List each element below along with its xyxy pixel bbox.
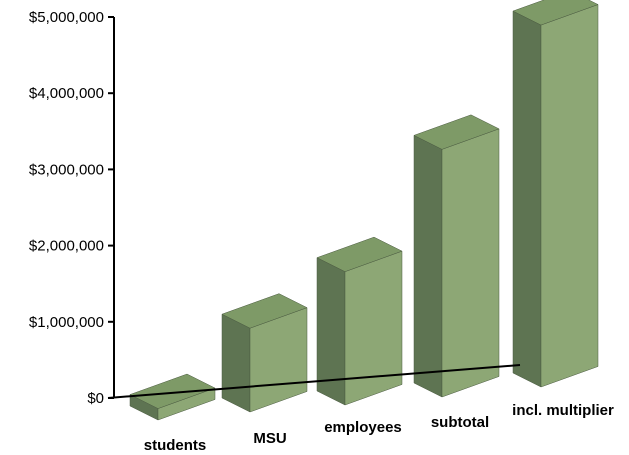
category-labels-group: students MSU employees subtotal incl. multip… <box>144 402 614 454</box>
bar-top-face <box>129 373 216 409</box>
y-tick-label: $3,000,000 <box>29 161 104 178</box>
bar-top-face <box>413 114 500 150</box>
bar-top-face <box>316 236 403 272</box>
bar-front-face <box>344 250 403 406</box>
bar-front-face <box>441 128 500 398</box>
y-tick-label: $1,000,000 <box>29 314 104 331</box>
bar-top-face <box>512 0 599 26</box>
bar-side-face <box>221 313 251 413</box>
axes-group <box>107 17 521 399</box>
category-label: employees <box>324 419 402 436</box>
x-axis-line <box>107 364 521 399</box>
y-tick-label: $0 <box>87 390 104 407</box>
bar-top-face <box>221 293 308 329</box>
bar-side-face <box>316 257 346 406</box>
category-label: students <box>144 437 207 454</box>
y-tick-label: $5,000,000 <box>29 9 104 26</box>
bar <box>129 373 216 421</box>
bar <box>512 0 599 388</box>
category-label: MSU <box>253 430 286 447</box>
bar-front-face <box>540 4 599 388</box>
y-tick-label: $2,000,000 <box>29 238 104 255</box>
bar-side-face <box>512 10 542 388</box>
bar <box>221 293 308 413</box>
bar <box>316 236 403 406</box>
y-tick-label: $4,000,000 <box>29 85 104 102</box>
bar <box>413 114 500 398</box>
category-label: incl. multiplier <box>512 402 614 419</box>
bar-side-face <box>413 134 443 398</box>
bars-group <box>129 0 599 421</box>
y-ticks-group: $0 $1,000,000 $2,000,000 $3,000,000 $4,000,0… <box>29 9 114 407</box>
category-label: subtotal <box>431 414 489 431</box>
